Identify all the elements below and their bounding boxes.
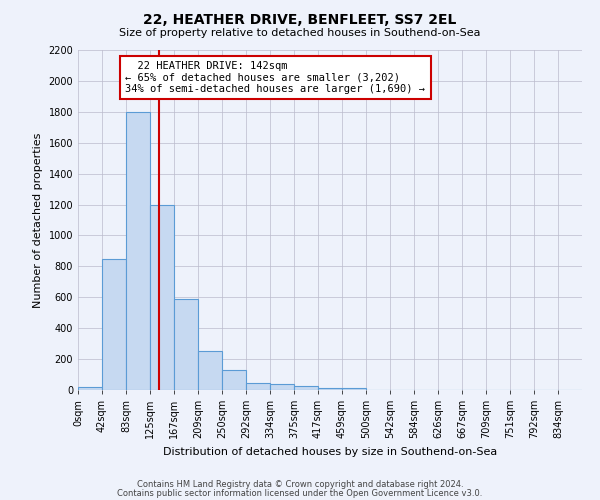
Text: Contains public sector information licensed under the Open Government Licence v3: Contains public sector information licen… [118, 488, 482, 498]
Text: 22, HEATHER DRIVE, BENFLEET, SS7 2EL: 22, HEATHER DRIVE, BENFLEET, SS7 2EL [143, 12, 457, 26]
Bar [318, 388, 342, 390]
Bar [294, 386, 318, 390]
X-axis label: Distribution of detached houses by size in Southend-on-Sea: Distribution of detached houses by size … [163, 446, 497, 456]
Bar [246, 383, 270, 390]
Bar [126, 112, 150, 390]
Bar [342, 388, 366, 390]
Bar [270, 384, 294, 390]
Bar [78, 387, 102, 390]
Bar [198, 350, 222, 390]
Text: 22 HEATHER DRIVE: 142sqm
← 65% of detached houses are smaller (3,202)
34% of sem: 22 HEATHER DRIVE: 142sqm ← 65% of detach… [125, 61, 425, 94]
Y-axis label: Number of detached properties: Number of detached properties [33, 132, 43, 308]
Bar [102, 258, 126, 390]
Text: Size of property relative to detached houses in Southend-on-Sea: Size of property relative to detached ho… [119, 28, 481, 38]
Text: Contains HM Land Registry data © Crown copyright and database right 2024.: Contains HM Land Registry data © Crown c… [137, 480, 463, 489]
Bar [150, 204, 174, 390]
Bar [174, 299, 198, 390]
Bar [222, 370, 246, 390]
